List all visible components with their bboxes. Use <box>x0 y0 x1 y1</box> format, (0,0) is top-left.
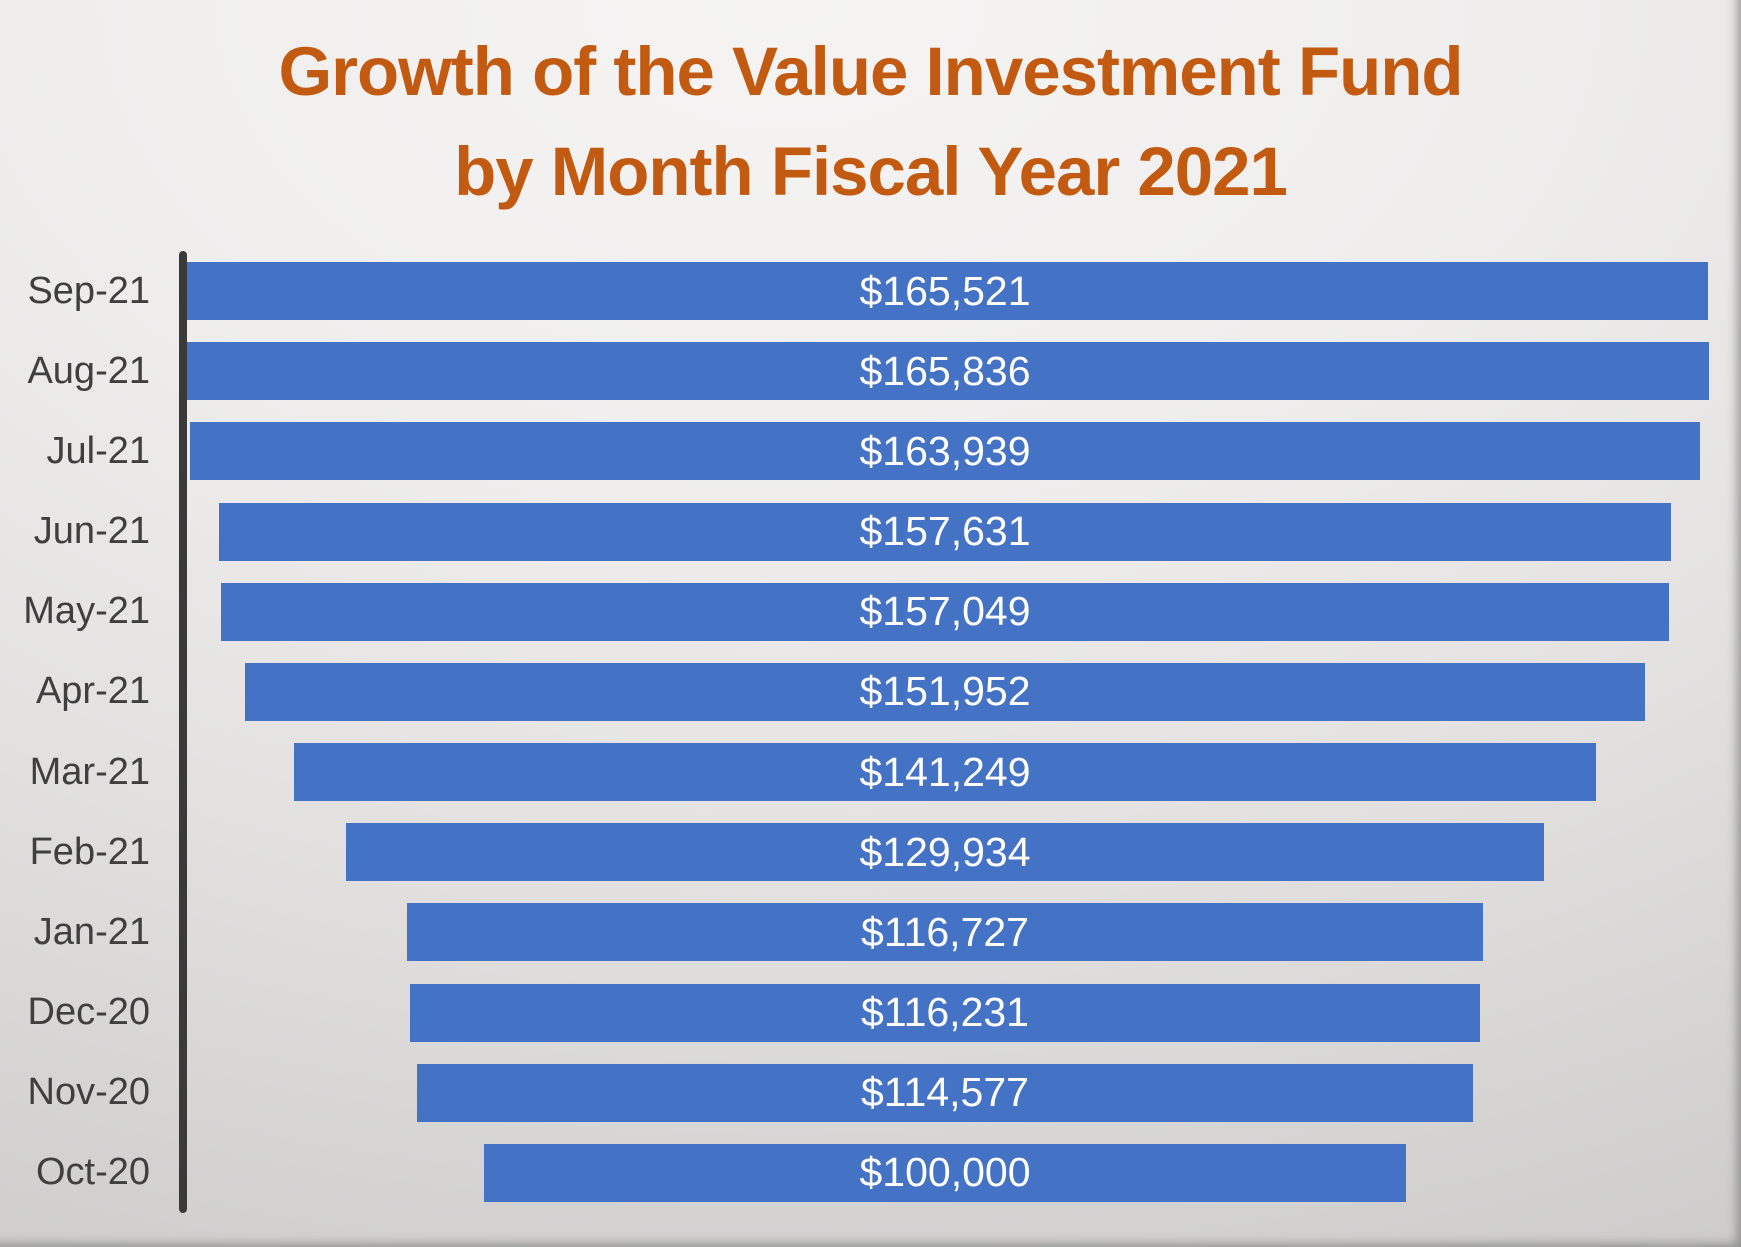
funnel-row: $116,727 <box>181 892 1709 972</box>
category-label: Sep-21 <box>27 269 150 312</box>
chart-title-line1: Growth of the Value Investment Fund <box>278 33 1463 110</box>
data-label: $116,231 <box>861 989 1029 1036</box>
chart-title: Growth of the Value Investment Fund by M… <box>0 22 1741 222</box>
funnel-bar: $163,939 <box>189 422 1701 481</box>
category-label: Jun-21 <box>33 510 150 553</box>
category-label: Feb-21 <box>29 830 150 873</box>
category-label: Aug-21 <box>27 349 150 392</box>
category-label: Apr-21 <box>35 670 150 713</box>
funnel-bar: $165,521 <box>182 262 1708 321</box>
funnel-row: $141,249 <box>181 732 1709 812</box>
data-label: $157,049 <box>859 588 1031 635</box>
funnel-row: $163,939 <box>181 411 1709 491</box>
data-label: $165,521 <box>859 267 1031 314</box>
data-label: $116,727 <box>861 908 1029 955</box>
category-label: Jul-21 <box>46 429 151 472</box>
funnel-bar: $116,231 <box>409 983 1481 1042</box>
data-label: $100,000 <box>859 1149 1031 1196</box>
category-label: Dec-20 <box>27 991 151 1034</box>
data-label: $129,934 <box>859 828 1031 875</box>
funnel-bar: $114,577 <box>417 1063 1473 1122</box>
funnel-row: $151,952 <box>181 652 1709 732</box>
category-label: Nov-20 <box>27 1071 151 1114</box>
funnel-row: $165,836 <box>181 331 1709 411</box>
category-label: May-21 <box>23 590 150 633</box>
category-axis: Sep-21 Aug-21 Jul-21 Jun-21 May-21 Apr-21 Mar-… <box>0 251 150 1213</box>
data-label: $165,836 <box>859 347 1031 394</box>
chart-title-line2: by Month Fiscal Year 2021 <box>454 133 1288 210</box>
funnel-row: $100,000 <box>181 1133 1709 1213</box>
funnel-bar: $165,836 <box>181 342 1709 401</box>
funnel-row: $114,577 <box>181 1053 1709 1133</box>
plot-area: $165,521 $165,836 $163,939 $157,631 $157,049… <box>181 251 1709 1213</box>
funnel-row: $129,934 <box>181 812 1709 892</box>
data-label: $157,631 <box>859 508 1031 555</box>
data-label: $141,249 <box>859 748 1031 795</box>
category-label: Jan-21 <box>33 910 150 953</box>
data-label: $163,939 <box>859 427 1031 474</box>
funnel-bar: $151,952 <box>244 662 1646 721</box>
category-label: Mar-21 <box>29 750 150 793</box>
vertical-axis-line <box>179 251 187 1213</box>
funnel-row: $165,521 <box>181 251 1709 331</box>
funnel-bar: $141,249 <box>294 743 1596 802</box>
funnel-bar: $157,049 <box>221 582 1669 641</box>
funnel-bar: $100,000 <box>484 1143 1406 1202</box>
category-label: Oct-20 <box>35 1151 150 1194</box>
funnel-bar: $129,934 <box>346 823 1544 882</box>
data-label: $151,952 <box>859 668 1031 715</box>
funnel-row: $157,631 <box>181 492 1709 572</box>
funnel-bar: $157,631 <box>218 502 1672 561</box>
funnel-row: $116,231 <box>181 973 1709 1053</box>
funnel-bar: $116,727 <box>407 903 1483 962</box>
funnel-row: $157,049 <box>181 572 1709 652</box>
data-label: $114,577 <box>861 1069 1029 1116</box>
